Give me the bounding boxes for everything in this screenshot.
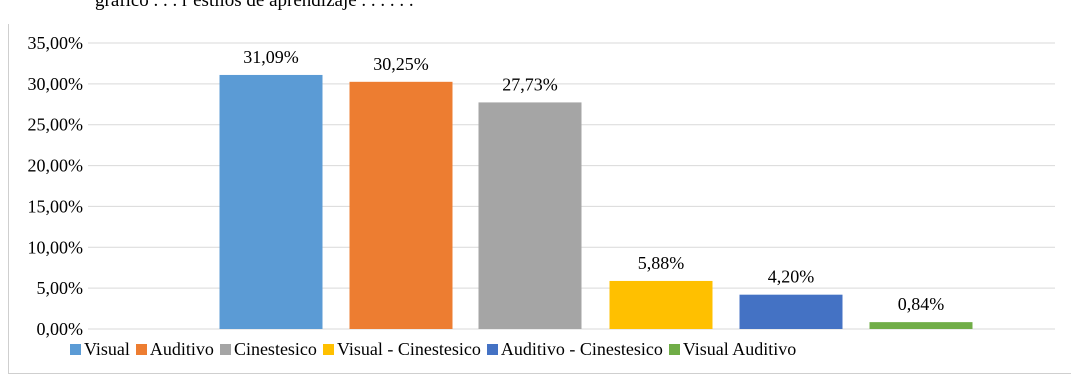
legend-label: Auditivo - Cinestesico <box>500 338 663 359</box>
bar-chart: 0,00% 5,00% 10,00% 15,00% 20,00% 25,00% 30,00%… <box>28 33 1055 339</box>
chart-frame <box>8 24 1071 374</box>
y-tick-label: 35,00% <box>28 33 84 53</box>
y-tick-label: 25,00% <box>28 115 84 135</box>
legend-item: Auditivo - Cinestesico <box>486 338 663 360</box>
y-tick-label: 0,00% <box>37 319 84 339</box>
chart-legend: Visual Auditivo Cinestesico Visual - Cinest… <box>70 337 802 361</box>
legend-swatch <box>486 343 498 355</box>
legend-swatch <box>135 343 147 355</box>
legend-item: Visual <box>70 339 130 360</box>
y-tick-label: 20,00% <box>28 156 84 176</box>
legend-label: Visual Auditivo <box>682 338 797 359</box>
data-label: 4,20% <box>768 267 815 287</box>
data-label: 31,09% <box>243 47 299 67</box>
data-label: 0,84% <box>898 294 945 314</box>
legend-label: Visual <box>84 338 130 359</box>
bar-cinestesico <box>478 102 582 330</box>
legend-label: Visual - Cinestesico <box>336 338 481 359</box>
legend-swatch <box>322 343 334 355</box>
bar-visual <box>219 74 323 329</box>
legend-item: Auditivo <box>135 338 214 360</box>
data-label: 30,25% <box>373 54 429 74</box>
y-tick-label: 15,00% <box>28 196 84 216</box>
header-partial-text: gráfico . . . r estilos de aprendizaje .… <box>95 0 414 11</box>
data-label: 27,73% <box>502 74 558 94</box>
legend-label: Auditivo <box>149 338 214 359</box>
legend-item: Visual Auditivo <box>668 338 797 360</box>
bar-visual-auditivo <box>869 322 973 329</box>
y-tick-label: 10,00% <box>28 237 84 257</box>
bar-visual-cinestesico <box>609 280 713 329</box>
legend-swatch <box>668 343 680 355</box>
y-tick-label: 30,00% <box>28 74 84 94</box>
bar-auditivo <box>349 81 453 329</box>
legend-swatch <box>219 343 231 355</box>
legend-label: Cinestesico <box>233 338 317 359</box>
data-label: 5,88% <box>638 253 685 273</box>
legend-item: Visual - Cinestesico <box>322 338 481 360</box>
y-tick-label: 5,00% <box>37 278 84 298</box>
bar-auditivo-cinestesico <box>739 294 843 329</box>
legend-item: Cinestesico <box>219 338 317 360</box>
legend-swatch <box>70 343 81 355</box>
